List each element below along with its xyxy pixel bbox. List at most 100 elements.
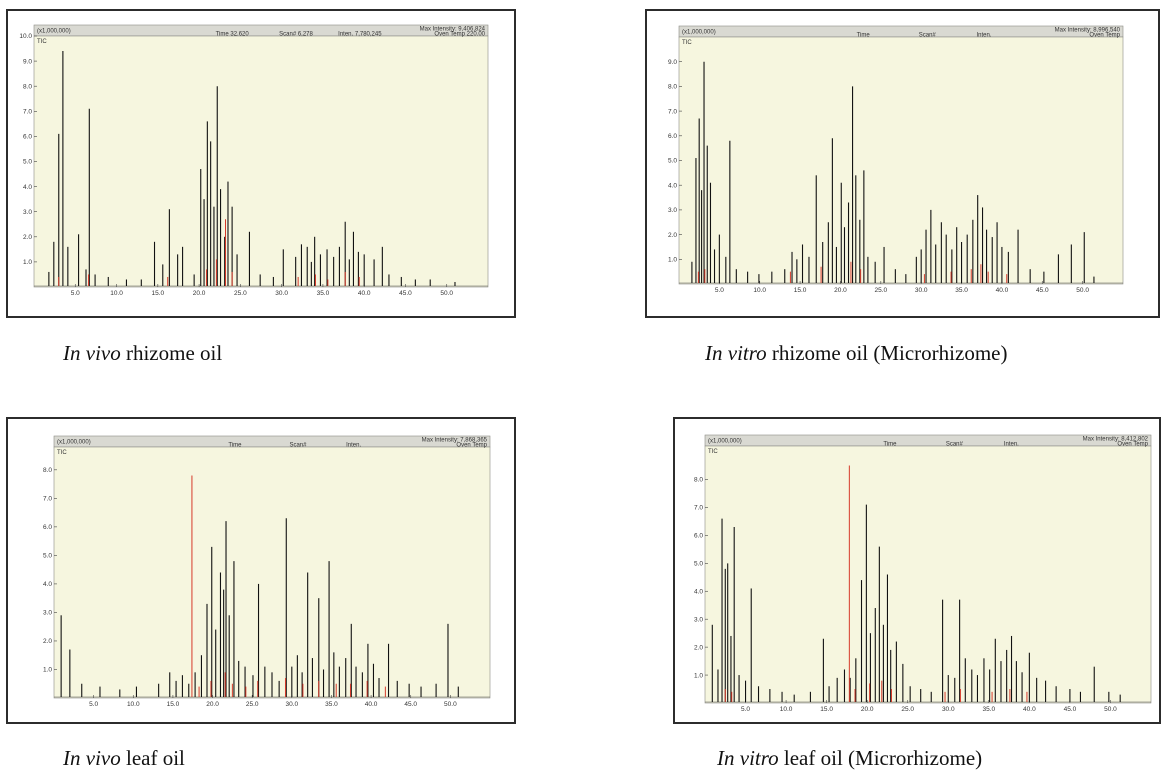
x-tick-label: 25.0 xyxy=(246,701,259,708)
caption-in-vitro-rhizome: In vitro rhizome oil (Microrhizome) xyxy=(705,341,1007,366)
x-tick-label: 35.0 xyxy=(982,706,995,713)
scale-label: (x1,000,000) xyxy=(57,440,91,446)
intensity-readout: Inten. xyxy=(1004,442,1019,448)
x-tick-label: 15.0 xyxy=(794,287,807,294)
plot-area xyxy=(704,445,1152,704)
x-tick-label: 50.0 xyxy=(1104,706,1117,713)
x-tick-label: 40.0 xyxy=(358,290,371,297)
x-tick-label: 45.0 xyxy=(1064,706,1077,713)
y-tick-label: 8.0 xyxy=(668,84,677,91)
scale-label: (x1,000,000) xyxy=(37,29,71,35)
caption-in-vivo-rhizome: In vivo rhizome oil xyxy=(63,341,222,366)
x-tick-label: 25.0 xyxy=(234,290,247,297)
y-tick-label: 3.0 xyxy=(23,209,32,216)
x-tick-label: 40.0 xyxy=(1023,706,1036,713)
y-tick-label: 2.0 xyxy=(668,232,677,239)
scale-label: (x1,000,000) xyxy=(682,30,716,36)
series-label: TIC xyxy=(37,39,47,45)
chromatogram-in-vitro-leaf: (x1,000,000) TIC Max Intensity: 8,412,802 T… xyxy=(694,434,1152,713)
time-readout: Time xyxy=(228,443,242,449)
chromatogram-in-vivo-rhizome: (x1,000,000) TIC Max Intensity: 9,406,824 T… xyxy=(19,24,489,297)
y-tick-label: 4.0 xyxy=(668,182,677,189)
caption-text: rhizome oil (Microrhizome) xyxy=(766,341,1008,365)
x-tick-label: 45.0 xyxy=(404,701,417,708)
y-tick-label: 10.0 xyxy=(19,33,32,40)
y-tick-label: 3.0 xyxy=(668,207,677,214)
x-tick-label: 15.0 xyxy=(151,290,164,297)
caption-text: leaf oil (Microrhizome) xyxy=(778,746,983,770)
x-tick-label: 35.0 xyxy=(325,701,338,708)
x-tick-label: 20.0 xyxy=(834,287,847,294)
y-tick-label: 6.0 xyxy=(694,533,703,540)
y-tick-label: 7.0 xyxy=(668,108,677,115)
series-label: TIC xyxy=(682,40,692,46)
y-tick-label: 2.0 xyxy=(694,644,703,651)
caption-italic: In vitro xyxy=(717,746,779,770)
caption-in-vivo-leaf: In vivo leaf oil xyxy=(63,746,185,771)
y-tick-label: 9.0 xyxy=(668,59,677,66)
oven-temp-readout: Oven Temp xyxy=(456,443,487,449)
y-tick-label: 5.0 xyxy=(23,159,32,166)
time-readout: Time xyxy=(857,33,871,39)
x-tick-label: 50.0 xyxy=(440,290,453,297)
y-tick-label: 6.0 xyxy=(668,133,677,140)
oven-temp-readout: Oven Temp xyxy=(1117,442,1148,448)
y-tick-label: 6.0 xyxy=(43,524,52,531)
x-tick-label: 30.0 xyxy=(942,706,955,713)
y-tick-label: 9.0 xyxy=(23,58,32,65)
x-tick-label: 30.0 xyxy=(285,701,298,708)
plot-area xyxy=(53,446,491,699)
x-tick-label: 5.0 xyxy=(89,701,98,708)
oven-temp-readout: Oven Temp 220.00 xyxy=(434,32,485,38)
y-tick-label: 8.0 xyxy=(23,83,32,90)
chromatogram-in-vitro-rhizome: (x1,000,000) TIC Max Intensity: 8,996,540 T… xyxy=(668,25,1124,294)
scan-readout: Scan# 6,278 xyxy=(279,32,313,38)
intensity-readout: Inten. 7,780,245 xyxy=(338,32,382,38)
series-label: TIC xyxy=(708,449,718,455)
scan-readout: Scan# xyxy=(919,33,937,39)
chromatogram-panel-in-vivo-rhizome: (x1,000,000) TIC Max Intensity: 9,406,824 T… xyxy=(6,9,516,318)
chromatogram-panel-in-vivo-leaf: (x1,000,000) TIC Max Intensity: 7,868,365 T… xyxy=(6,417,516,724)
caption-italic: In vitro xyxy=(705,341,767,365)
x-tick-label: 10.0 xyxy=(110,290,123,297)
intensity-readout: Inten. xyxy=(346,443,361,449)
scan-readout: Scan# xyxy=(289,443,307,449)
y-tick-label: 7.0 xyxy=(23,109,32,116)
max-intensity: Max Intensity: 8,412,802 xyxy=(1083,437,1149,443)
x-tick-label: 20.0 xyxy=(861,706,874,713)
x-tick-label: 20.0 xyxy=(206,701,219,708)
x-tick-label: 40.0 xyxy=(365,701,378,708)
y-tick-label: 1.0 xyxy=(23,259,32,266)
y-tick-label: 1.0 xyxy=(43,667,52,674)
x-tick-label: 25.0 xyxy=(874,287,887,294)
x-tick-label: 35.0 xyxy=(317,290,330,297)
y-tick-label: 5.0 xyxy=(43,553,52,560)
x-tick-label: 5.0 xyxy=(71,290,80,297)
x-tick-label: 30.0 xyxy=(275,290,288,297)
y-tick-label: 3.0 xyxy=(694,616,703,623)
scale-label: (x1,000,000) xyxy=(708,439,742,445)
x-tick-label: 45.0 xyxy=(399,290,412,297)
y-tick-label: 4.0 xyxy=(694,588,703,595)
y-tick-label: 4.0 xyxy=(43,581,52,588)
time-readout: Time xyxy=(883,442,897,448)
y-tick-label: 5.0 xyxy=(694,561,703,568)
x-tick-label: 15.0 xyxy=(167,701,180,708)
y-tick-label: 2.0 xyxy=(23,234,32,241)
x-tick-label: 10.0 xyxy=(127,701,140,708)
x-tick-label: 25.0 xyxy=(901,706,914,713)
x-tick-label: 10.0 xyxy=(780,706,793,713)
y-tick-label: 7.0 xyxy=(694,505,703,512)
y-tick-label: 8.0 xyxy=(43,467,52,474)
chromatogram-in-vivo-leaf: (x1,000,000) TIC Max Intensity: 7,868,365 T… xyxy=(43,435,491,708)
x-tick-label: 50.0 xyxy=(1076,287,1089,294)
y-tick-label: 4.0 xyxy=(23,184,32,191)
x-tick-label: 45.0 xyxy=(1036,287,1049,294)
y-tick-label: 1.0 xyxy=(668,257,677,264)
caption-text: leaf oil xyxy=(120,746,185,770)
scan-readout: Scan# xyxy=(946,442,964,448)
y-tick-label: 1.0 xyxy=(694,672,703,679)
caption-italic: In vivo xyxy=(63,746,121,770)
chromatogram-panel-in-vitro-rhizome: (x1,000,000) TIC Max Intensity: 8,996,540 T… xyxy=(645,9,1160,318)
caption-text: rhizome oil xyxy=(120,341,223,365)
